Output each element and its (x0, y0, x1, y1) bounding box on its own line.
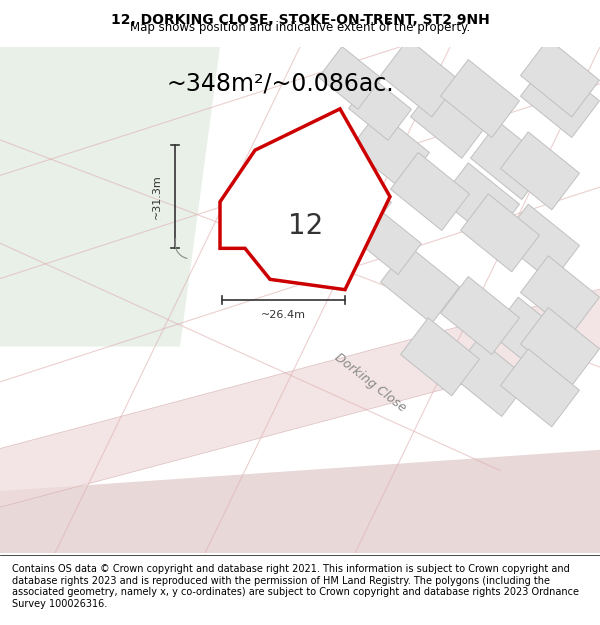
Polygon shape (350, 111, 430, 189)
Polygon shape (410, 80, 490, 158)
Polygon shape (470, 121, 550, 199)
Polygon shape (500, 204, 580, 282)
Polygon shape (0, 47, 220, 346)
Polygon shape (521, 308, 599, 386)
Polygon shape (380, 246, 460, 324)
Text: ~31.3m: ~31.3m (152, 174, 162, 219)
Polygon shape (451, 339, 529, 416)
Text: Dorking Close: Dorking Close (332, 351, 408, 414)
Polygon shape (440, 276, 520, 354)
Polygon shape (500, 349, 580, 427)
Text: Contains OS data © Crown copyright and database right 2021. This information is : Contains OS data © Crown copyright and d… (12, 564, 579, 609)
Polygon shape (521, 39, 599, 117)
Polygon shape (220, 109, 390, 289)
Polygon shape (0, 278, 600, 519)
Polygon shape (440, 163, 520, 241)
Polygon shape (319, 46, 382, 109)
Polygon shape (401, 318, 479, 396)
Text: 12, DORKING CLOSE, STOKE-ON-TRENT, ST2 9NH: 12, DORKING CLOSE, STOKE-ON-TRENT, ST2 9… (110, 13, 490, 27)
Polygon shape (491, 297, 569, 375)
Polygon shape (349, 78, 412, 140)
Text: ~26.4m: ~26.4m (261, 311, 306, 321)
Text: Map shows position and indicative extent of the property.: Map shows position and indicative extent… (130, 21, 470, 34)
Polygon shape (391, 152, 469, 231)
Polygon shape (521, 59, 599, 138)
Text: 12: 12 (288, 212, 323, 240)
Polygon shape (500, 132, 580, 210)
Polygon shape (461, 194, 539, 272)
Polygon shape (359, 212, 421, 274)
Polygon shape (380, 39, 460, 117)
Polygon shape (521, 256, 599, 334)
Polygon shape (0, 450, 600, 553)
Polygon shape (329, 171, 391, 233)
Text: ~348m²/~0.086ac.: ~348m²/~0.086ac. (166, 71, 394, 95)
Polygon shape (440, 59, 520, 138)
